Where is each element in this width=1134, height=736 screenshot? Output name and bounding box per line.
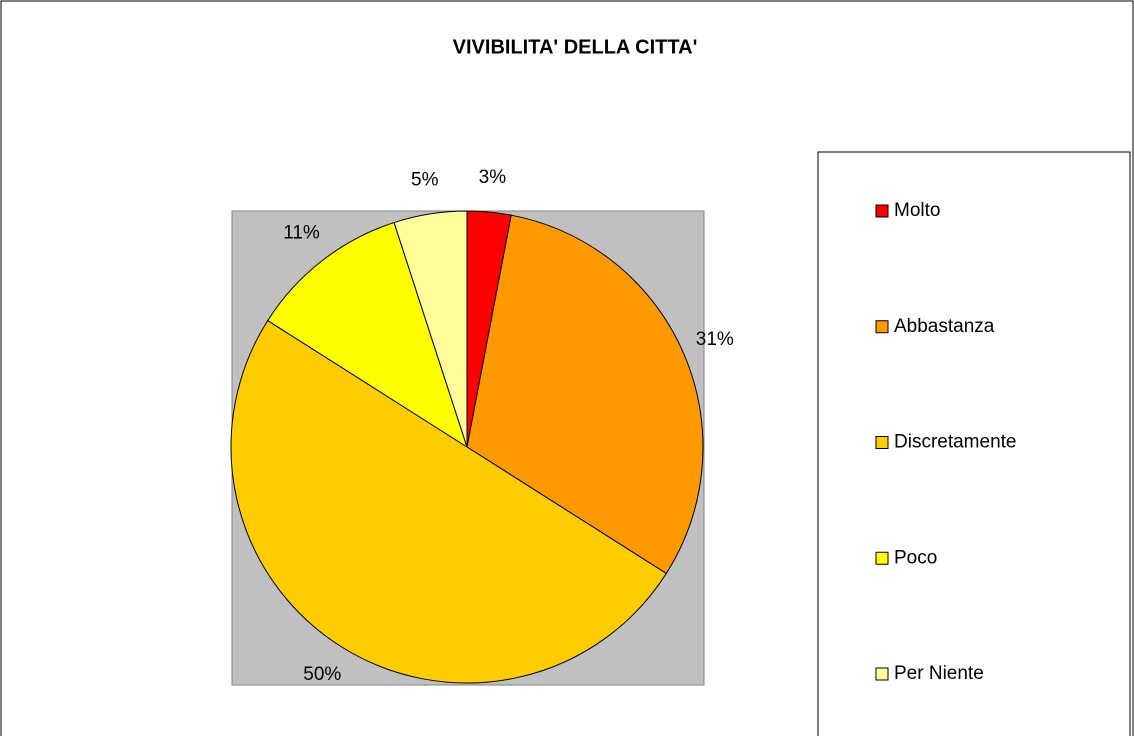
legend-label: Molto	[894, 200, 940, 221]
data-label: 11%	[283, 223, 320, 244]
legend-swatch	[875, 436, 889, 449]
legend-label: Discretamente	[894, 432, 1017, 453]
legend-label: Abbastanza	[894, 316, 995, 337]
legend-label: Poco	[894, 547, 937, 568]
chart-title: VIVIBILITA' DELLA CITTA'	[453, 36, 698, 58]
data-label: 5%	[411, 169, 439, 190]
pie-slice	[230, 319, 667, 684]
legend-swatch	[875, 320, 889, 334]
legend-swatch	[875, 667, 889, 681]
data-label: 31%	[696, 329, 734, 350]
legend-box	[817, 151, 1131, 736]
pie-slice	[267, 221, 468, 449]
legend-label: Per Niente	[894, 663, 984, 684]
legend-swatch	[875, 204, 889, 218]
pie-slice	[393, 210, 468, 448]
data-label: 3%	[479, 167, 507, 188]
data-label: 50%	[303, 664, 341, 685]
legend-swatch	[875, 551, 889, 565]
